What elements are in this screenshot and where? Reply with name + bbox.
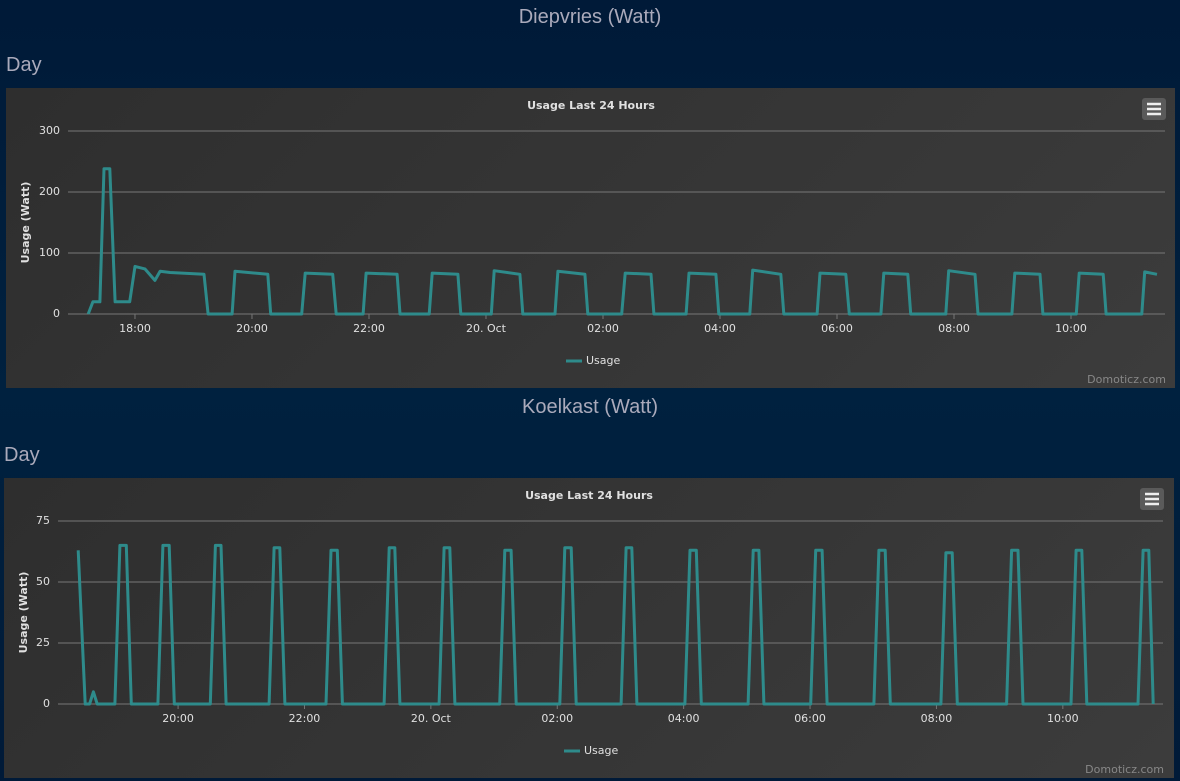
x-tick-label: 22:00 [353, 322, 385, 335]
x-tick-label: 06:00 [794, 712, 826, 725]
y-tick-label: 200 [39, 185, 60, 198]
heading: Diepvries (Watt) [518, 6, 662, 28]
period: Day [4, 444, 40, 466]
chart: Usage Last 24 Hours Usage (Watt) 0 100 200 30… [6, 88, 1175, 388]
y-tick-label: 0 [53, 307, 60, 320]
period: Day [6, 54, 42, 76]
x-tick-label: 04:00 [704, 322, 736, 335]
x-tick-label: 04:00 [668, 712, 700, 725]
y-axis-title: Usage (Watt) [19, 182, 32, 264]
x-tick-label: 08:00 [938, 322, 970, 335]
chart-title: Usage Last 24 Hours [525, 489, 653, 502]
chart-title: Usage Last 24 Hours [527, 99, 655, 112]
y-tick-label: 25 [36, 636, 50, 649]
legend-label[interactable]: Usage [584, 744, 619, 757]
x-tick-label: 10:00 [1047, 712, 1079, 725]
legend-label[interactable]: Usage [586, 354, 621, 367]
x-tick-label: 08:00 [921, 712, 953, 725]
x-tick-label: 10:00 [1055, 322, 1087, 335]
series-line [76, 543, 1155, 706]
x-tick-label: 06:00 [821, 322, 853, 335]
x-tick-label: 20. Oct [466, 322, 507, 335]
heading: Koelkast (Watt) [522, 396, 658, 418]
x-tick-label: 20. Oct [411, 712, 452, 725]
y-axis-title: Usage (Watt) [17, 572, 30, 654]
x-tick-label: 02:00 [587, 322, 619, 335]
series-line [86, 167, 1158, 316]
credits: Domoticz.com [1085, 763, 1164, 776]
credits: Domoticz.com [1087, 373, 1166, 386]
x-tick-label: 22:00 [289, 712, 321, 725]
y-tick-label: 100 [39, 246, 60, 259]
y-tick-label: 0 [43, 697, 50, 710]
y-tick-label: 75 [36, 514, 50, 527]
x-tick-label: 20:00 [162, 712, 194, 725]
chart: Usage Last 24 Hours Usage (Watt) 0 25 50 75 20… [4, 478, 1174, 778]
x-tick-label: 18:00 [119, 322, 151, 335]
x-tick-label: 20:00 [236, 322, 268, 335]
y-tick-label: 300 [39, 124, 60, 137]
x-tick-label: 02:00 [541, 712, 573, 725]
y-tick-label: 50 [36, 575, 50, 588]
